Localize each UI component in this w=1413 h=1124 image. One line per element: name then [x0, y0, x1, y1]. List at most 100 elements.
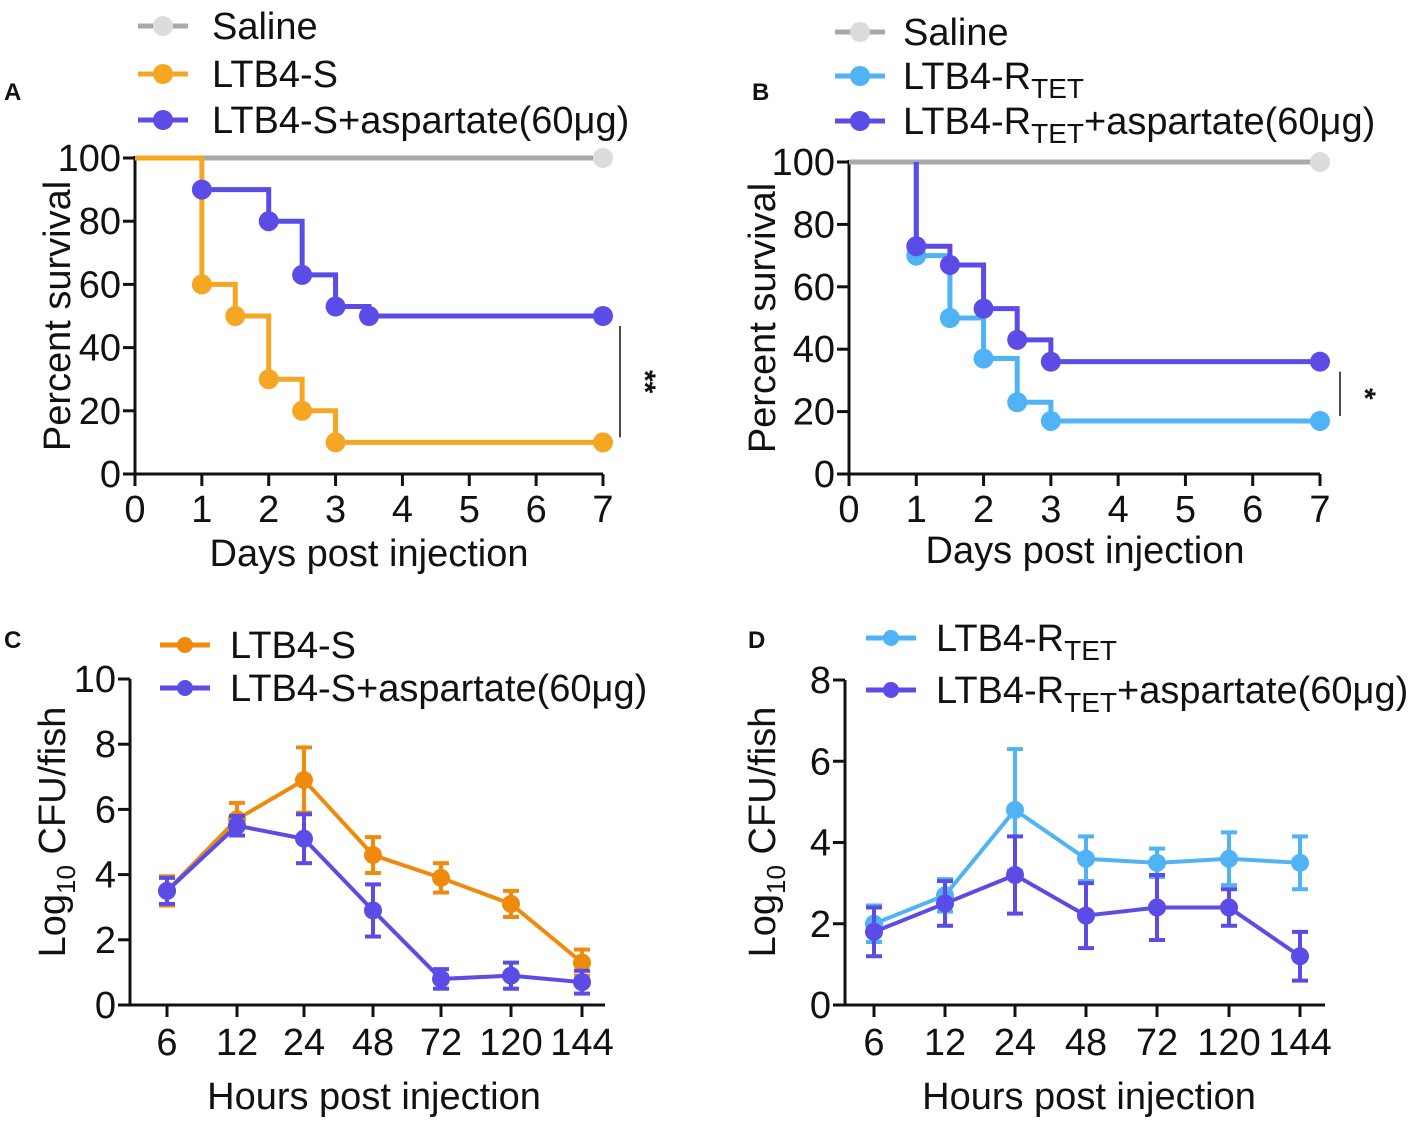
- data-point: [295, 771, 313, 790]
- legend-d: LTB4-RTET LTB4-RTET+aspartate(60μg): [866, 618, 1408, 718]
- data-point: [359, 306, 379, 326]
- data-point: [1007, 329, 1028, 350]
- y-label-log: Log: [742, 894, 784, 957]
- y-tick-label: 20: [793, 392, 835, 434]
- x-tick-label: 12: [924, 1022, 966, 1064]
- x-tick-label: 144: [550, 1022, 613, 1064]
- panel-label-c: C: [4, 627, 21, 654]
- data-point: [191, 179, 212, 200]
- data-point: [1310, 351, 1330, 372]
- data-point: [292, 400, 313, 421]
- data-point: [258, 369, 279, 390]
- data-point: [939, 254, 960, 275]
- x-tick-label: 0: [124, 489, 145, 531]
- y-tick-label: 0: [95, 985, 116, 1027]
- data-point: [432, 868, 450, 887]
- x-axis-label: Days post injection: [926, 530, 1245, 572]
- data-point: [1291, 853, 1309, 872]
- x-axis-label: Hours post injection: [207, 1076, 541, 1118]
- legend-a-saline: Saline: [212, 6, 318, 48]
- x-tick-label: 72: [420, 1022, 462, 1064]
- legend-c-ltb4s: LTB4-S: [230, 625, 356, 667]
- x-tick-label: 48: [352, 1022, 394, 1064]
- legend-d-ltb4r: LTB4-RTET: [936, 618, 1117, 666]
- y-tick-label: 0: [814, 454, 835, 496]
- x-tick-label: 4: [1108, 489, 1129, 531]
- series-line-1: [135, 155, 603, 445]
- data-point: [1291, 947, 1309, 966]
- data-point: [325, 432, 346, 453]
- legend-c-ltb4s-asp: LTB4-S+aspartate(60μg): [230, 668, 647, 710]
- data-point: [325, 296, 346, 317]
- legend-b: Saline LTB4-RTET LTB4-RTET+aspartate(60μ…: [835, 12, 1375, 149]
- x-tick-label: 6: [1242, 489, 1263, 531]
- data-point: [865, 922, 883, 941]
- data-point: [573, 953, 591, 972]
- panel-label-d: D: [748, 627, 765, 654]
- legend-b-ltb4r: LTB4-RTET: [903, 56, 1084, 104]
- data-point: [228, 816, 246, 835]
- y-axis-label: Log10 CFU/fish: [32, 707, 81, 958]
- y-tick-label: 10: [74, 659, 116, 701]
- y-tick-label: 40: [79, 328, 121, 370]
- x-axis-label: Hours post injection: [922, 1076, 1256, 1118]
- x-tick-label: 5: [1175, 489, 1196, 531]
- x-tick-label: 4: [392, 489, 413, 531]
- y-tick-label: 40: [793, 329, 835, 371]
- x-tick-label: 72: [1136, 1022, 1178, 1064]
- x-tick-label: 1: [191, 489, 212, 531]
- legend-marker-ltb4s: [177, 637, 193, 653]
- legend-marker-ltb4r: [850, 66, 870, 86]
- data-point: [432, 969, 450, 988]
- data-point: [1006, 801, 1024, 819]
- data-point: [1148, 853, 1166, 872]
- data-point: [1007, 392, 1028, 413]
- data-point: [364, 901, 382, 920]
- y-label-sub: 10: [761, 865, 791, 894]
- x-tick-label: 24: [994, 1022, 1036, 1064]
- significance-label: **: [628, 370, 661, 394]
- x-tick-label: 2: [258, 489, 279, 531]
- data-point: [1040, 410, 1061, 431]
- data-point: [258, 211, 279, 232]
- data-point: [593, 306, 613, 326]
- series-line-2: [913, 162, 1320, 365]
- data-point: [1220, 849, 1238, 868]
- y-tick-label: 0: [100, 454, 121, 496]
- legend-a-ltb4s: LTB4-S: [212, 54, 338, 96]
- x-tick-label: 24: [283, 1022, 325, 1064]
- x-tick-label: 7: [592, 489, 613, 531]
- y-tick-label: 20: [79, 391, 121, 433]
- significance-label: *: [1348, 388, 1381, 400]
- data-point: [573, 973, 591, 992]
- data-point: [364, 846, 382, 865]
- legend-c: LTB4-S LTB4-S+aspartate(60μg): [160, 625, 647, 710]
- y-tick-label: 4: [95, 855, 116, 897]
- data-point: [1077, 906, 1095, 925]
- x-tick-label: 6: [863, 1022, 884, 1064]
- x-tick-label: 12: [216, 1022, 258, 1064]
- x-tick-label: 0: [838, 489, 859, 531]
- y-tick-label: 0: [810, 985, 831, 1027]
- x-tick-label: 6: [156, 1022, 177, 1064]
- y-label-log: Log: [32, 894, 74, 957]
- y-axis-label: Percent survival: [37, 181, 79, 451]
- y-tick-label: 2: [95, 920, 116, 962]
- data-point: [1006, 866, 1024, 884]
- y-tick-label: 2: [810, 904, 831, 946]
- y-tick-label: 6: [95, 789, 116, 831]
- legend-marker-ltb4s-asp: [153, 110, 173, 130]
- data-point: [973, 348, 994, 369]
- data-point: [502, 894, 520, 913]
- series-line-1: [913, 162, 1320, 424]
- x-tick-label: 3: [325, 489, 346, 531]
- legend-marker-saline: [153, 16, 173, 36]
- data-point: [593, 148, 613, 168]
- x-tick-label: 120: [1197, 1022, 1260, 1064]
- data-point: [1310, 410, 1330, 431]
- y-tick-label: 8: [95, 724, 116, 766]
- legend-marker-ltb4s: [153, 64, 173, 84]
- x-tick-label: 2: [973, 489, 994, 531]
- x-tick-label: 5: [459, 489, 480, 531]
